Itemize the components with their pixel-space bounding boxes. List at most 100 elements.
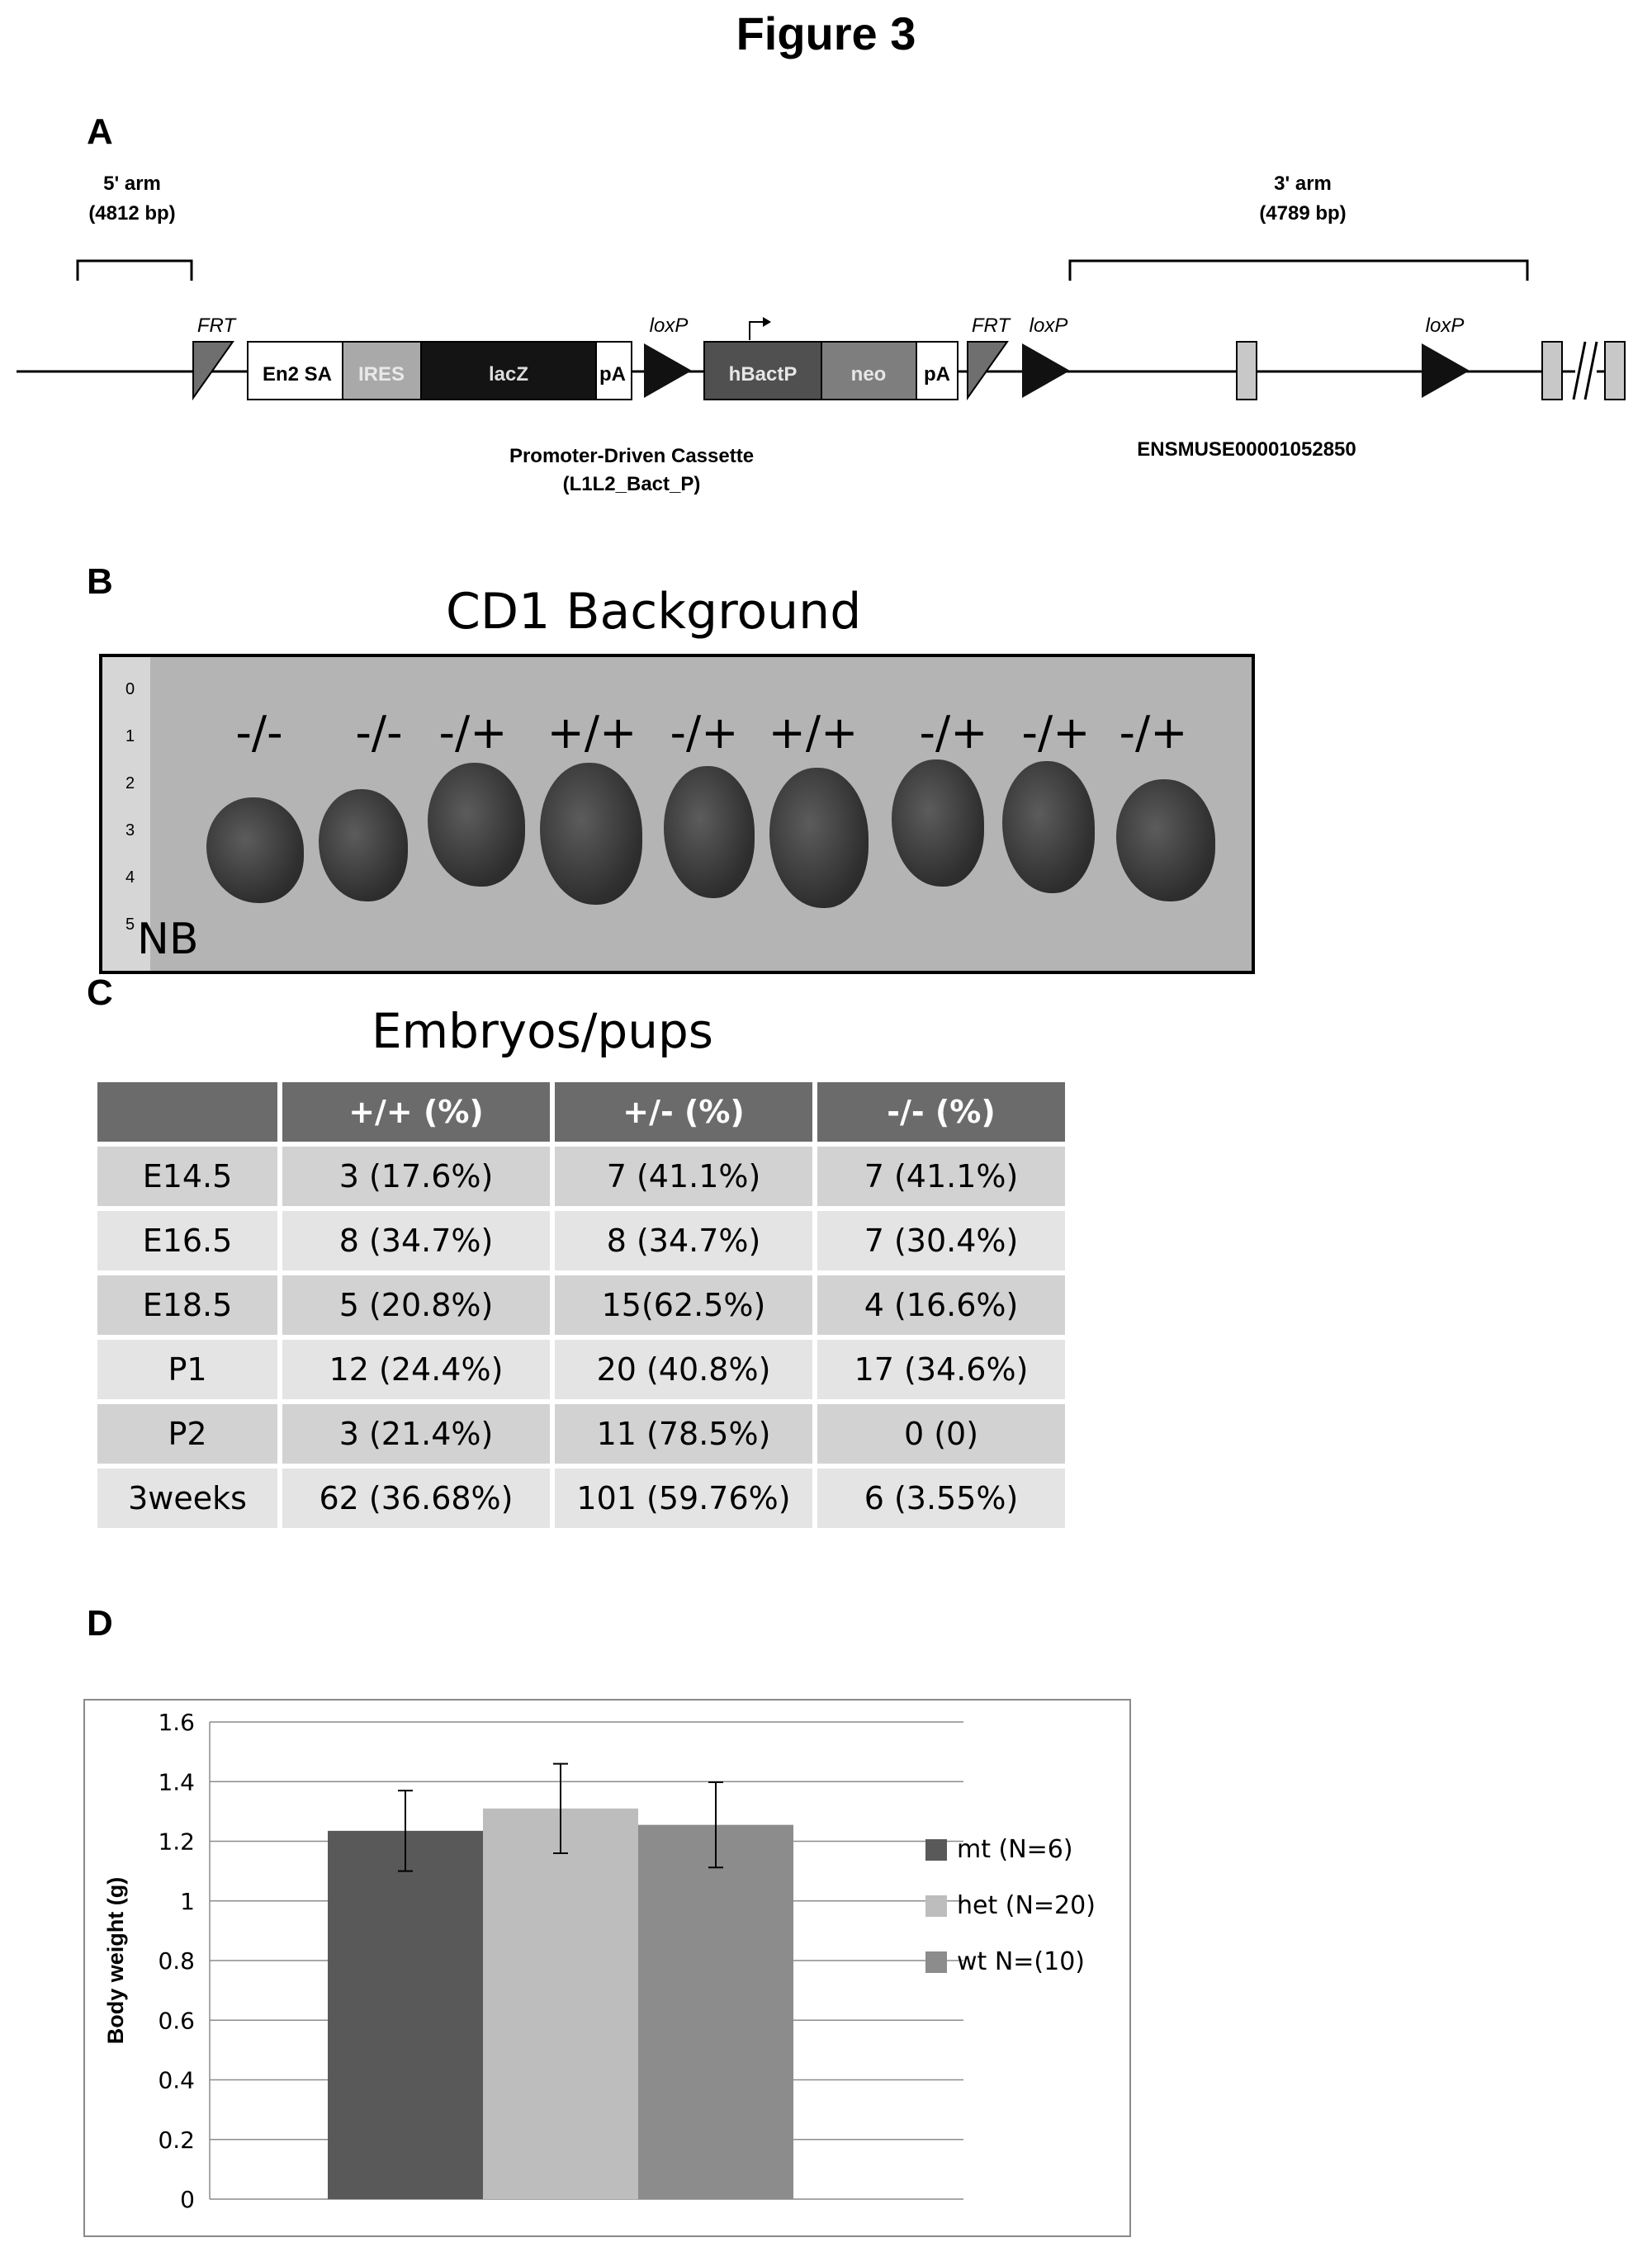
- pup: [769, 768, 869, 908]
- table-cell: 7 (41.1%): [817, 1147, 1065, 1206]
- box-neo: neo: [851, 363, 887, 386]
- loxp-label-1: loxP: [650, 315, 689, 337]
- table-cell: 12 (24.4%): [282, 1340, 550, 1399]
- table-header: +/- (%): [555, 1082, 812, 1142]
- cassette-name: Promoter-Driven Cassette: [509, 445, 754, 467]
- chart-frame: [83, 1699, 1131, 2237]
- table-row: P1 12 (24.4%) 20 (40.8%) 17 (34.6%): [97, 1340, 1065, 1399]
- genotype-label: -/-: [235, 707, 283, 759]
- y-tick-label: 1: [180, 1888, 195, 1915]
- legend-label-1: het (N=20): [957, 1891, 1096, 1920]
- pup: [892, 759, 984, 887]
- table-cell: P1: [97, 1340, 277, 1399]
- bar-0: [328, 1830, 483, 2199]
- table-cell: 3 (17.6%): [282, 1147, 550, 1206]
- promoter-arrowhead: [763, 317, 771, 327]
- genotype-label: -/+: [438, 707, 508, 759]
- pup: [664, 766, 755, 898]
- lacz-box: [420, 341, 597, 400]
- genotype-label: -/-: [355, 707, 403, 759]
- arm3-bracket: [1068, 259, 1529, 281]
- arm5-bp: (4812 bp): [88, 202, 175, 225]
- frt-label-2: FRT: [972, 315, 1012, 337]
- box-pa-1: pA: [599, 363, 626, 386]
- exon-id: ENSMUSE00001052850: [1137, 438, 1356, 461]
- genotype-label: -/+: [1021, 707, 1091, 759]
- table-row: P2 3 (21.4%) 11 (78.5%) 0 (0): [97, 1404, 1065, 1464]
- ruler-number: 2: [125, 774, 135, 792]
- table-cell: 3 (21.4%): [282, 1404, 550, 1464]
- pup-photo: 0 1 2 3 4 5 -/- -/- -/+ +/+ -/+ +/+ -/+ …: [99, 654, 1255, 974]
- legend-swatch-1: [925, 1895, 947, 1917]
- table-cell: 5 (20.8%): [282, 1275, 550, 1335]
- pup: [540, 763, 642, 905]
- ires-box: [342, 341, 422, 400]
- table-cell: 7 (30.4%): [817, 1211, 1065, 1270]
- promoter-arrow: [749, 321, 764, 340]
- pup: [1116, 779, 1215, 901]
- ruler-number: 1: [125, 727, 135, 745]
- genotype-table: +/+ (%) +/- (%) -/- (%) E14.5 3 (17.6%) …: [92, 1077, 1070, 1533]
- exon-box: [1236, 341, 1257, 400]
- arm5-label: 5' arm: [103, 173, 161, 195]
- ruler-number: 5: [125, 915, 135, 934]
- y-tick-label: 0.4: [158, 2067, 195, 2094]
- y-tick-label: 0.2: [158, 2126, 195, 2154]
- cassette-id: (L1L2_Bact_P): [563, 473, 701, 495]
- pup: [319, 789, 408, 901]
- box-en2sa: En2 SA: [263, 363, 332, 386]
- table-cell: E18.5: [97, 1275, 277, 1335]
- downstream-exon-2: [1604, 341, 1626, 400]
- y-tick-label: 1.4: [158, 1768, 195, 1795]
- ruler: 0 1 2 3 4 5: [102, 657, 150, 971]
- table-header: [97, 1082, 277, 1142]
- break-mark-1: [1572, 341, 1587, 400]
- genotype-label: -/+: [1119, 707, 1188, 759]
- legend-swatch-2: [925, 1951, 947, 1973]
- pup: [428, 763, 525, 887]
- panel-b-title: CD1 Background: [446, 583, 862, 641]
- table-cell: E14.5: [97, 1147, 277, 1206]
- table-cell: 3weeks: [97, 1469, 277, 1528]
- arm3-bp: (4789 bp): [1259, 202, 1346, 225]
- ruler-number: 3: [125, 821, 135, 840]
- frt-label-1: FRT: [197, 315, 238, 337]
- box-hbactp: hBactP: [729, 363, 798, 386]
- bar-2: [638, 1824, 793, 2199]
- y-tick-label: 1.6: [158, 1709, 195, 1736]
- table-cell: P2: [97, 1404, 277, 1464]
- table-header-row: +/+ (%) +/- (%) -/- (%): [97, 1082, 1065, 1142]
- break-mark-2: [1583, 341, 1598, 400]
- pup: [1002, 761, 1095, 893]
- table-cell: 6 (3.55%): [817, 1469, 1065, 1528]
- ruler-number: 0: [125, 680, 135, 698]
- y-tick-label: 1.2: [158, 1828, 195, 1856]
- table-cell: 15(62.5%): [555, 1275, 812, 1335]
- table-cell: 7 (41.1%): [555, 1147, 812, 1206]
- arm5-bracket: [76, 259, 193, 281]
- table-cell: 62 (36.68%): [282, 1469, 550, 1528]
- table-row: 3weeks 62 (36.68%) 101 (59.76%) 6 (3.55%…: [97, 1469, 1065, 1528]
- y-axis-label: Body weight (g): [103, 1877, 128, 2044]
- panel-a-letter: A: [87, 111, 113, 152]
- table-row: E16.5 8 (34.7%) 8 (34.7%) 7 (30.4%): [97, 1211, 1065, 1270]
- ruler-number: 4: [125, 868, 135, 887]
- downstream-exon-1: [1541, 341, 1563, 400]
- panel-c-title: Embryos/pups: [372, 1003, 713, 1059]
- legend-label-0: mt (N=6): [957, 1835, 1073, 1864]
- frt-site-2: [967, 341, 1009, 401]
- table-cell: 8 (34.7%): [282, 1211, 550, 1270]
- table-cell: E16.5: [97, 1211, 277, 1270]
- table-cell: 20 (40.8%): [555, 1340, 812, 1399]
- legend-swatch-0: [925, 1839, 947, 1861]
- arm3-label: 3' arm: [1274, 173, 1332, 195]
- panel-b-letter: B: [87, 561, 113, 602]
- y-tick-label: 0: [180, 2186, 195, 2213]
- panel-c-letter: C: [87, 972, 113, 1013]
- panel-d-letter: D: [87, 1603, 113, 1644]
- table-cell: 17 (34.6%): [817, 1340, 1065, 1399]
- table-cell: 8 (34.7%): [555, 1211, 812, 1270]
- genotype-label: -/+: [919, 707, 988, 759]
- box-ires: IRES: [358, 363, 405, 386]
- table-cell: 4 (16.6%): [817, 1275, 1065, 1335]
